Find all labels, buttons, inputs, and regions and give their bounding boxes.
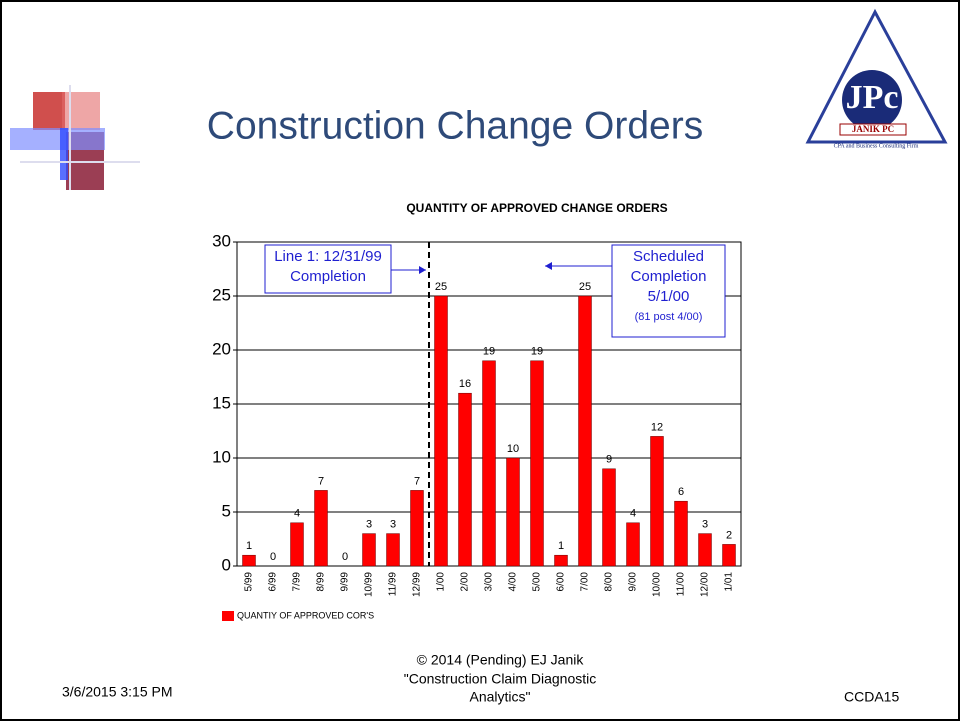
x-tick-label: 7/99: [292, 572, 303, 592]
annotation-text: Scheduled: [633, 248, 704, 265]
x-tick-label: 4/00: [508, 572, 519, 592]
y-tick-label: 30: [212, 231, 231, 250]
data-label: 1: [246, 540, 252, 552]
bar: [459, 393, 472, 566]
x-tick-label: 2/00: [460, 572, 471, 592]
x-tick-label: 11/99: [388, 572, 399, 597]
data-label: 6: [678, 486, 684, 498]
x-tick-label: 1/01: [724, 572, 735, 592]
legend-label: QUANTIY OF APPROVED COR'S: [237, 610, 374, 620]
bar: [723, 544, 736, 566]
bar: [675, 501, 688, 566]
annotation-text: 5/1/00: [648, 288, 690, 305]
data-label: 19: [531, 346, 543, 358]
x-tick-label: 3/00: [484, 572, 495, 592]
data-label: 25: [435, 281, 447, 293]
footer-date: 3/6/2015 3:15 PM: [62, 684, 173, 700]
footer-line: Analytics": [470, 689, 531, 705]
bar: [483, 361, 496, 566]
x-tick-label: 6/99: [268, 572, 279, 592]
bar: [651, 436, 664, 566]
data-label: 2: [726, 529, 732, 541]
x-tick-label: 11/00: [676, 572, 687, 597]
data-label: 7: [414, 475, 420, 487]
data-label: 19: [483, 346, 495, 358]
x-tick-label: 12/00: [700, 572, 711, 597]
data-label: 0: [342, 551, 348, 563]
x-tick-label: 8/00: [604, 572, 615, 592]
bar: [555, 555, 568, 566]
data-label: 12: [651, 421, 663, 433]
data-label: 1: [558, 540, 564, 552]
bar: [507, 458, 520, 566]
data-label: 4: [630, 508, 636, 520]
bar: [243, 555, 256, 566]
y-tick-label: 25: [212, 285, 231, 304]
slide-title: Construction Change Orders: [207, 104, 703, 147]
y-tick-label: 20: [212, 339, 231, 358]
x-tick-label: 10/99: [364, 572, 375, 597]
annotation-text: (81 post 4/00): [635, 311, 703, 323]
data-label: 0: [270, 551, 276, 563]
x-tick-label: 12/99: [412, 572, 423, 597]
x-tick-label: 10/00: [652, 572, 663, 597]
bar: [435, 296, 448, 566]
bar: [387, 534, 400, 566]
data-label: 3: [366, 519, 372, 531]
logo-name: JANIK PC: [852, 124, 894, 134]
bar: [699, 534, 712, 566]
y-tick-label: 15: [212, 393, 231, 412]
y-tick-label: 0: [222, 555, 231, 574]
data-label: 4: [294, 508, 300, 520]
x-tick-label: 9/00: [628, 572, 639, 592]
x-tick-label: 8/99: [316, 572, 327, 592]
footer-code: CCDA15: [844, 689, 899, 705]
logo-tagline: CPA and Business Consulting Firm: [834, 143, 919, 149]
data-label: 7: [318, 475, 324, 487]
data-label: 25: [579, 281, 591, 293]
x-tick-label: 1/00: [436, 572, 447, 592]
bar: [363, 534, 376, 566]
data-label: 10: [507, 443, 519, 455]
bar: [579, 296, 592, 566]
bar: [291, 523, 304, 566]
x-tick-label: 5/00: [532, 572, 543, 592]
y-tick-label: 5: [222, 501, 231, 520]
x-tick-label: 6/00: [556, 572, 567, 592]
annotation-text: Completion: [290, 268, 366, 285]
data-label: 3: [390, 519, 396, 531]
y-tick-label: 10: [212, 447, 231, 466]
bar: [315, 490, 328, 566]
footer-line: © 2014 (Pending) EJ Janik: [417, 652, 585, 668]
annotation-text: Line 1: 12/31/99: [274, 248, 382, 265]
data-label: 3: [702, 519, 708, 531]
annotation-text: Completion: [631, 268, 707, 285]
slide: Construction Change Orders JPc JANIK PC …: [0, 0, 960, 721]
legend-swatch: [222, 611, 234, 621]
logo-mark: JPc: [846, 79, 899, 116]
bar: [603, 469, 616, 566]
footer-line: "Construction Claim Diagnostic: [404, 671, 597, 687]
data-label: 16: [459, 378, 471, 390]
bar: [411, 490, 424, 566]
x-tick-label: 9/99: [340, 572, 351, 592]
x-tick-label: 7/00: [580, 572, 591, 592]
bar: [627, 523, 640, 566]
x-tick-label: 5/99: [244, 572, 255, 592]
bar: [531, 361, 544, 566]
chart-title: QUANTITY OF APPROVED CHANGE ORDERS: [406, 201, 667, 215]
data-label: 9: [606, 454, 612, 466]
